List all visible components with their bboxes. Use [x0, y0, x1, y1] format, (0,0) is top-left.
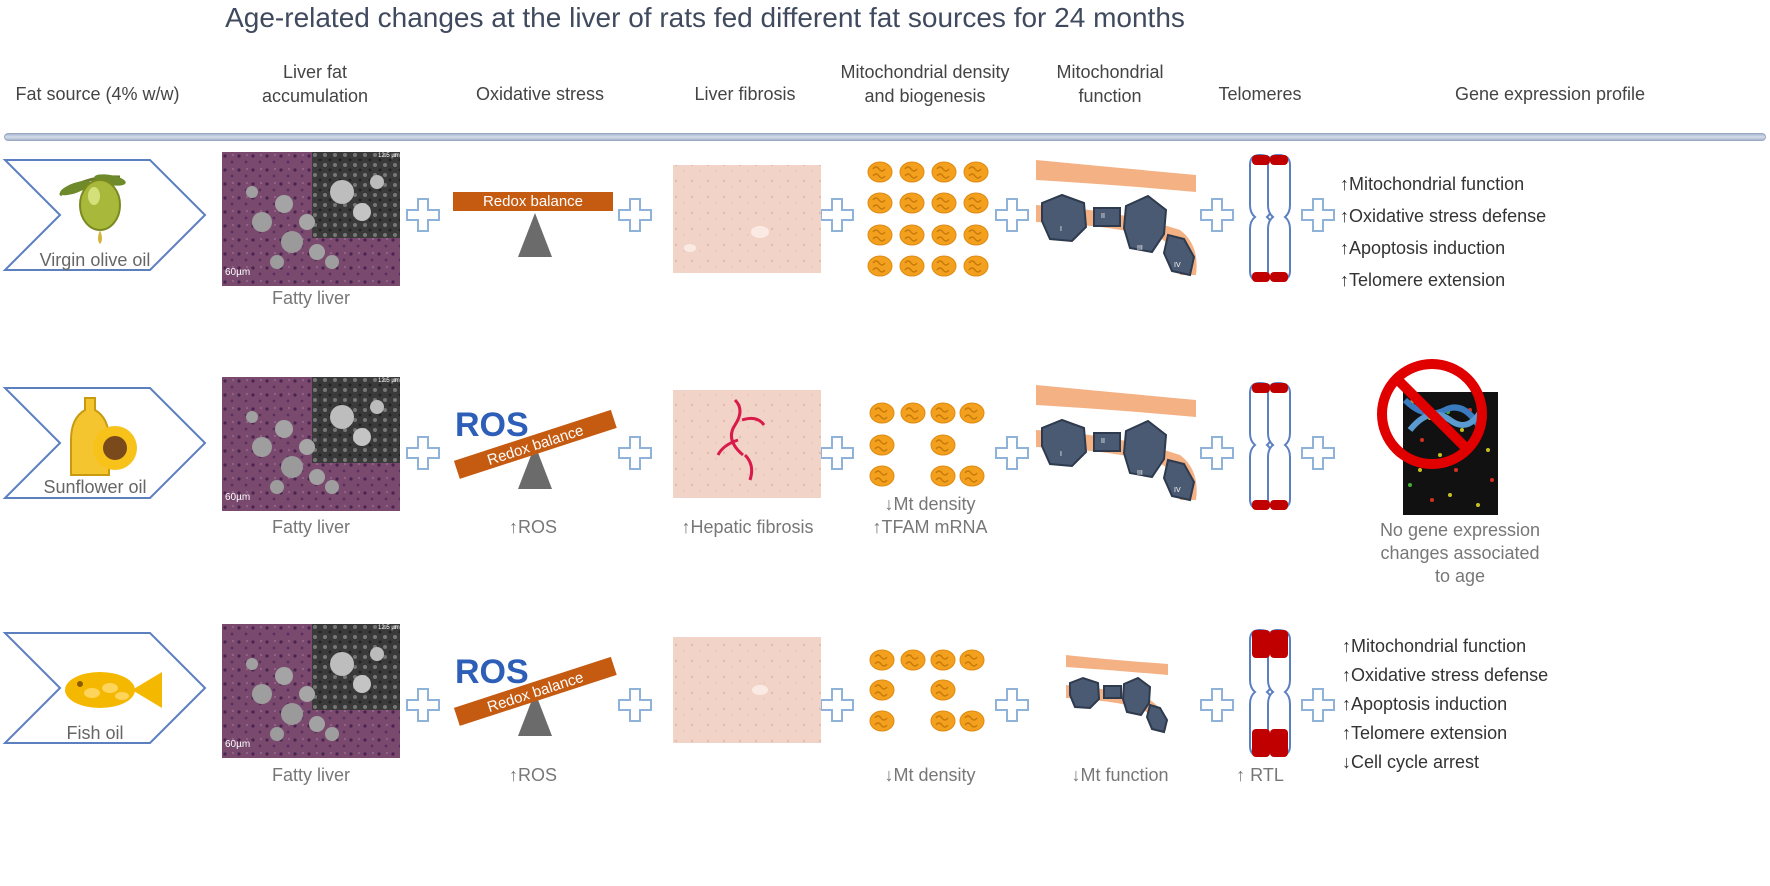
header-fat-source: Fat source (4% w/w) — [15, 84, 180, 104]
row2-complex-iv-label: IV — [1174, 487, 1181, 494]
row2-mito-caption-line1: ↓Mt density — [884, 494, 976, 514]
header-liver-fat-line1: Liver fat — [282, 62, 348, 82]
row1-gene-list: ↑Mitochondrial function ↑Oxidative stres… — [1340, 168, 1546, 296]
header-mito-density-line2: and biogenesis — [864, 86, 986, 106]
header-mito-density: Mitochondrial density and biogenesis — [830, 60, 1020, 108]
row2-gene-caption-line1: No gene expression — [1379, 520, 1541, 540]
row2-electron-transport-chain — [1036, 385, 1197, 502]
row1-gene-item: ↑Mitochondrial function — [1340, 174, 1525, 194]
row1-fibrosis-image — [673, 165, 821, 273]
row2-telomere-chromosome — [1249, 382, 1291, 510]
row1-redox-label: Redox balance — [482, 193, 584, 210]
header-mito-function-line2: function — [1078, 86, 1142, 106]
row3-telomere-caption: ↑ RTL — [1236, 765, 1284, 785]
row3-fibrosis-image — [673, 637, 821, 743]
row2-microarray-no-sign — [1377, 359, 1498, 515]
row1-inset-scale: 12.5 µm — [378, 153, 400, 159]
row2-liver-micrograph — [222, 377, 400, 511]
row2-inset-scale: 12.5 µm — [378, 378, 400, 384]
fish-capsules-icon — [65, 672, 162, 708]
row1-gene-item: ↑Oxidative stress defense — [1340, 206, 1547, 226]
row1-redox-balance — [453, 192, 613, 257]
row3-gene-item: ↑Apoptosis induction — [1342, 694, 1508, 714]
row3-mt-function-caption: ↓Mt function — [1071, 765, 1169, 785]
row2-oxidative-caption: ↑ROS — [508, 517, 557, 537]
header-liver-fat-line2: accumulation — [261, 86, 369, 106]
plus-icons — [406, 198, 1335, 722]
row2-ros-label: ROS — [455, 406, 529, 444]
row2-gene-caption-line3: to age — [1434, 566, 1486, 586]
row1-gene-item: ↑Apoptosis induction — [1340, 238, 1506, 258]
header-liver-fibrosis: Liver fibrosis — [694, 84, 796, 104]
header-oxidative-stress: Oxidative stress — [475, 84, 605, 104]
header-mito-density-line1: Mitochondrial density — [840, 62, 1010, 82]
row3-oxidative-caption: ↑ROS — [508, 765, 557, 785]
row2-source-label: Sunflower oil — [43, 477, 147, 497]
row2-redox-balance — [453, 409, 617, 489]
row3-gene-item: ↓Cell cycle arrest — [1342, 752, 1480, 772]
row3-source-label: Fish oil — [66, 723, 124, 743]
row3-scale-bar: 60µm — [225, 739, 251, 750]
row3-electron-transport-chain — [1066, 655, 1169, 734]
header-mito-function-line1: Mitochondrial — [1056, 62, 1164, 82]
row3-telomere-chromosome — [1249, 629, 1291, 757]
sunflower-oil-icon — [70, 397, 137, 476]
row3-gene-item: ↑Oxidative stress defense — [1342, 665, 1549, 685]
row3-gene-list: ↑Mitochondrial function ↑Oxidative stres… — [1342, 632, 1548, 777]
row3-mito-caption: ↓Mt density — [884, 765, 976, 785]
row1-gene-item: ↑Telomere extension — [1340, 270, 1506, 290]
row2-mito-caption: ↓Mt density ↑TFAM mRNA — [850, 493, 1010, 539]
header-divider — [4, 133, 1766, 141]
diagram-title: Age-related changes at the liver of rats… — [225, 2, 1185, 33]
header-liver-fat: Liver fat accumulation — [215, 60, 415, 108]
row1-complex-iv-label: IV — [1174, 262, 1181, 269]
row2-fibrosis-caption: ↑Hepatic fibrosis — [681, 517, 814, 537]
row1-liver-caption: Fatty liver — [271, 288, 350, 308]
row3-redox-balance — [453, 656, 617, 736]
row1-mitochondria — [867, 161, 989, 277]
row2-complex-i-label: I — [1060, 451, 1062, 458]
row1-electron-transport-chain — [1036, 160, 1197, 277]
row3-liver-micrograph — [222, 624, 400, 758]
row2-liver-caption: Fatty liver — [271, 517, 350, 537]
row3-gene-item: ↑Telomere extension — [1342, 723, 1508, 743]
row2-mito-caption-line2: ↑TFAM mRNA — [872, 517, 988, 537]
row1-liver-micrograph — [222, 152, 400, 286]
row2-complex-ii-label: II — [1101, 438, 1105, 445]
row1-complex-i-label: I — [1060, 226, 1062, 233]
row3-gene-item: ↑Mitochondrial function — [1342, 636, 1527, 656]
header-mito-function: Mitochondrial function — [1030, 60, 1190, 108]
row2-gene-caption: No gene expression changes associated to… — [1360, 519, 1560, 588]
row3-inset-scale: 12.5 µm — [378, 625, 400, 631]
olive-icon — [59, 174, 126, 244]
row1-complex-ii-label: II — [1101, 213, 1105, 220]
row3-liver-caption: Fatty liver — [271, 765, 350, 785]
row1-scale-bar: 60µm — [225, 267, 251, 278]
row2-complex-iii-label: III — [1137, 470, 1143, 477]
row1-source-label: Virgin olive oil — [39, 250, 151, 270]
header-telomeres: Telomeres — [1218, 84, 1302, 104]
row2-scale-bar: 60µm — [225, 492, 251, 503]
header-gene-expression: Gene expression profile — [1454, 84, 1646, 104]
row2-gene-caption-line2: changes associated — [1380, 543, 1540, 563]
row2-fibrosis-image — [673, 390, 821, 498]
row3-mitochondria — [869, 649, 985, 732]
row1-complex-iii-label: III — [1137, 245, 1143, 252]
row3-ros-label: ROS — [455, 653, 529, 691]
row2-mitochondria — [869, 402, 985, 487]
row1-telomere-chromosome — [1249, 154, 1291, 282]
